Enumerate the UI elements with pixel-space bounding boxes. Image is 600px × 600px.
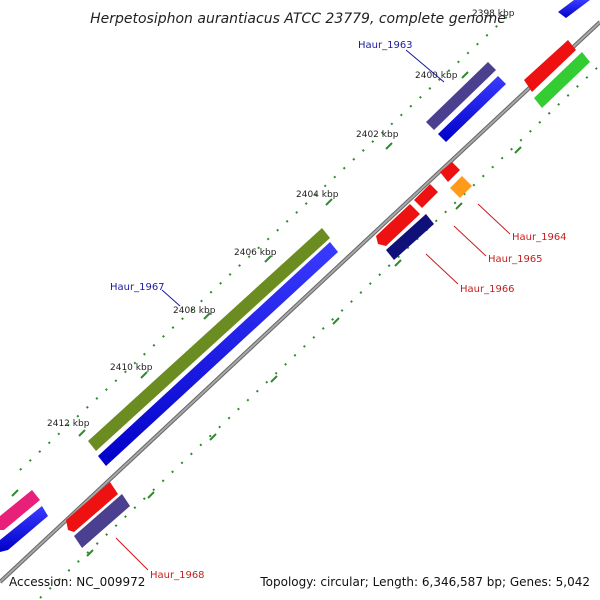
gene-feature[interactable] [558, 0, 590, 18]
reverse-features [66, 40, 590, 548]
tick-label: 2406 kbp [234, 248, 277, 258]
label-leaders [115, 49, 511, 571]
gene-feature[interactable] [414, 184, 438, 208]
tick-labels: 2398 kbp 2400 kbp 2402 kbp 2404 kbp 2406… [47, 9, 515, 429]
map-title: Herpetosiphon aurantiacus ATCC 23779, co… [90, 11, 506, 27]
gene-feature[interactable] [88, 228, 330, 451]
gene-label-haur1965[interactable]: Haur_1965 [488, 254, 543, 265]
gene-feature[interactable] [440, 162, 460, 182]
inner-tick-track [39, 64, 600, 599]
major-ticks [11, 71, 522, 557]
gene-feature[interactable] [450, 176, 472, 198]
tick-label: 2402 kbp [356, 130, 399, 140]
gene-feature[interactable] [386, 214, 434, 260]
gene-label-haur1967[interactable]: Haur_1967 [110, 282, 165, 293]
gene-feature[interactable] [66, 482, 118, 532]
tick-label: 2408 kbp [173, 306, 216, 316]
genome-backbone [0, 20, 600, 584]
tick-label: 2404 kbp [296, 190, 339, 200]
accession-text: Accession: NC_009972 [9, 575, 145, 589]
gene-feature[interactable] [438, 76, 506, 142]
summary-text: Topology: circular; Length: 6,346,587 bp… [259, 575, 590, 589]
outer-tick-track [19, 11, 513, 471]
tick-label: 2398 kbp [472, 9, 515, 19]
gene-labels: Haur_1963 Haur_1964 Haur_1965 Haur_1966 … [110, 40, 567, 581]
gene-feature[interactable] [534, 52, 590, 108]
gene-label-haur1968[interactable]: Haur_1968 [150, 570, 205, 581]
forward-features [0, 0, 590, 552]
gene-feature[interactable] [0, 506, 48, 552]
gene-feature[interactable] [426, 62, 496, 130]
gene-label-haur1966[interactable]: Haur_1966 [460, 284, 515, 295]
tick-label: 2412 kbp [47, 419, 90, 429]
tick-label: 2410 kbp [110, 363, 153, 373]
gene-feature[interactable] [524, 40, 576, 92]
gene-label-haur1964[interactable]: Haur_1964 [512, 232, 567, 243]
gene-feature[interactable] [376, 204, 420, 246]
gene-feature[interactable] [74, 494, 130, 548]
gene-label-haur1963[interactable]: Haur_1963 [358, 40, 413, 51]
gene-feature[interactable] [98, 242, 338, 466]
gene-feature[interactable] [0, 490, 40, 530]
